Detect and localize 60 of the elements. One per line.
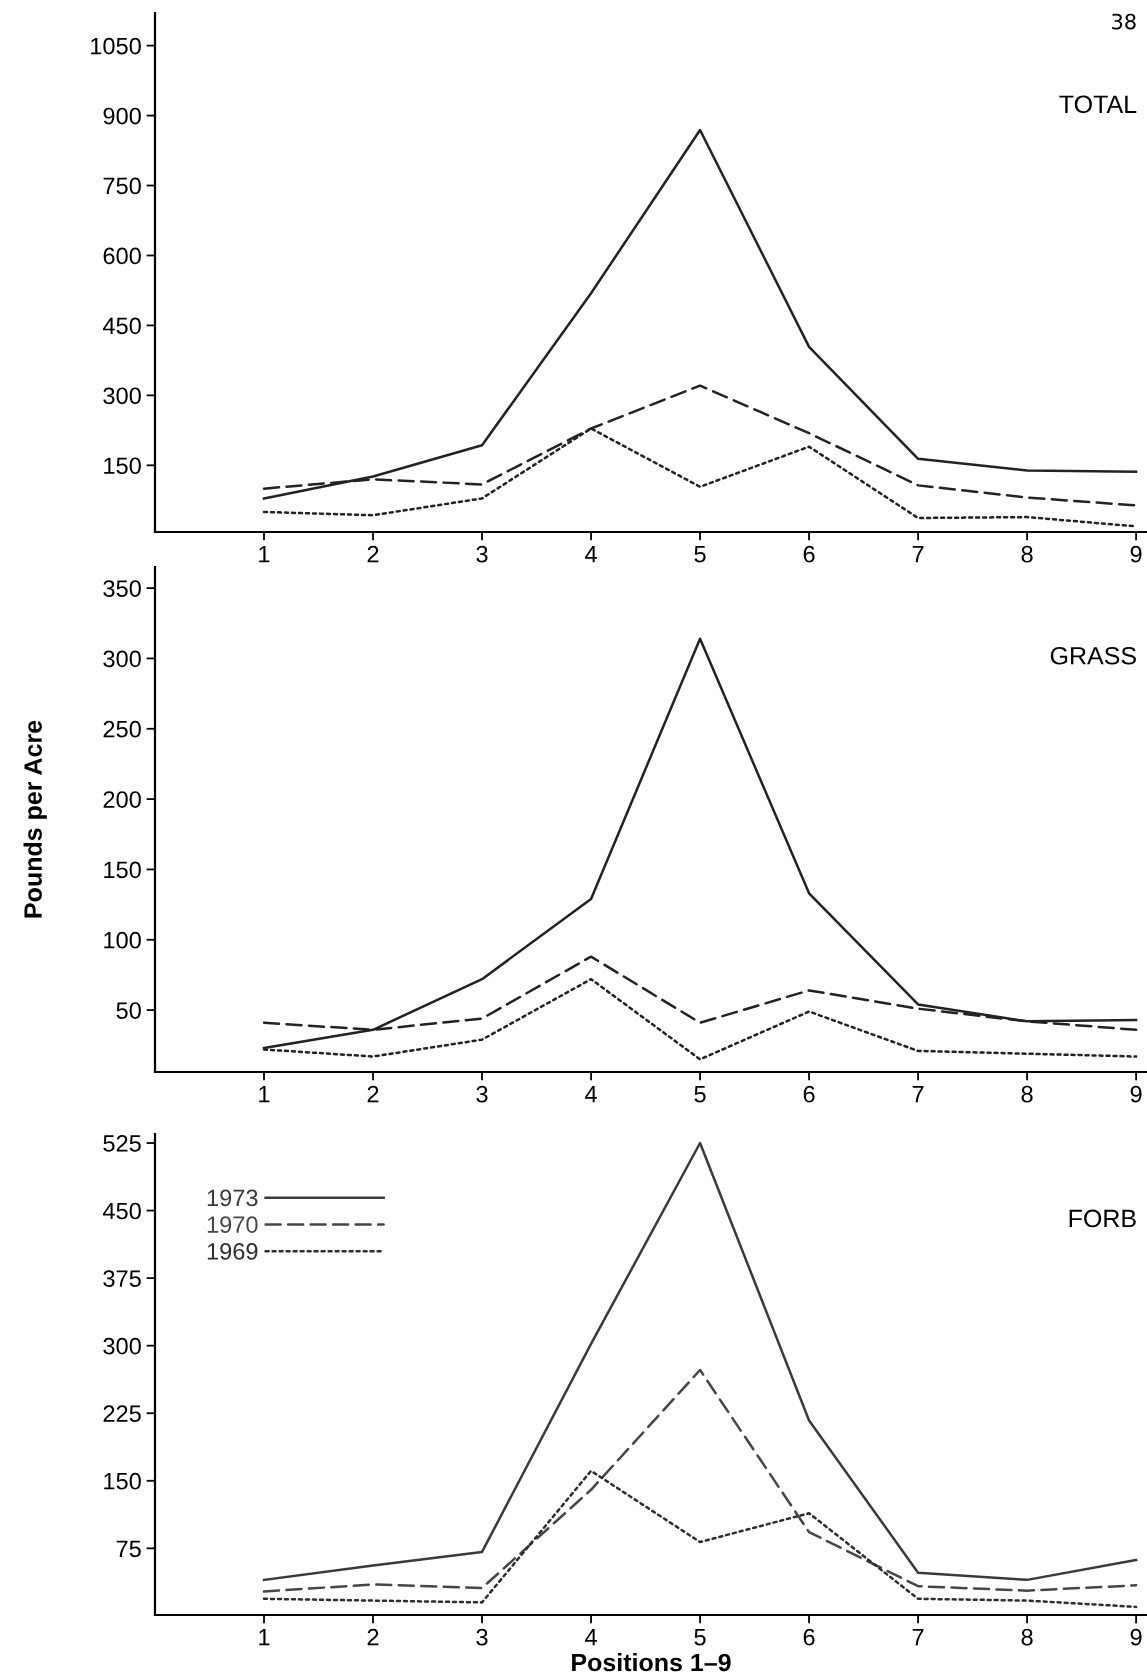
text: 1970 bbox=[207, 1216, 258, 1233]
x-tick-label: 5 bbox=[694, 1086, 706, 1103]
y-axis-title: Pounds per Acre bbox=[23, 720, 47, 918]
y-tick-label: 100 bbox=[104, 931, 141, 949]
x-tick-label: 6 bbox=[803, 1628, 815, 1646]
y-tick-label: 225 bbox=[103, 1405, 141, 1423]
text: 1973 bbox=[207, 1189, 258, 1207]
y-tick-label: 450 bbox=[102, 1202, 141, 1220]
x-tick-label: 7 bbox=[912, 1629, 924, 1646]
x-tick-label: 6 bbox=[803, 545, 815, 563]
x-tick-label: 4 bbox=[585, 1086, 597, 1103]
x-tick-label: 7 bbox=[912, 546, 924, 563]
line-series bbox=[262, 1368, 1138, 1593]
x-axis-title: Positions 1–9 bbox=[572, 1652, 731, 1672]
text: 1969 bbox=[207, 1243, 258, 1260]
text: FORB bbox=[1069, 1209, 1136, 1228]
y-tick-label: 200 bbox=[103, 791, 141, 808]
annotation: 38 bbox=[1112, 13, 1136, 30]
y-tick-label: 150 bbox=[104, 457, 141, 475]
x-tick-label: 2 bbox=[367, 1628, 379, 1646]
y-tick-label: 525 bbox=[103, 1135, 141, 1152]
y-tick-label: 350 bbox=[103, 580, 141, 597]
x-tick-label: 4 bbox=[585, 1629, 597, 1646]
x-tick-label: 6 bbox=[803, 1085, 815, 1103]
y-tick-label: 900 bbox=[103, 107, 141, 125]
x-tick-label: 7 bbox=[912, 1086, 924, 1103]
y-tick-label: 150 bbox=[104, 861, 141, 879]
text: GRASS bbox=[1050, 646, 1136, 665]
x-tick-label: 2 bbox=[367, 545, 379, 563]
x-tick-label: 8 bbox=[1021, 545, 1033, 563]
x-tick-label: 9 bbox=[1130, 545, 1142, 563]
x-tick-label: 9 bbox=[1130, 1628, 1142, 1646]
y-tick-label: 450 bbox=[102, 317, 141, 335]
x-tick-label: 5 bbox=[694, 1629, 706, 1646]
y-tick-label: 300 bbox=[103, 650, 141, 668]
y-tick-label: 250 bbox=[103, 720, 141, 738]
y-tick-label: 50 bbox=[116, 1002, 141, 1019]
y-tick-label: 375 bbox=[103, 1270, 141, 1287]
y-tick-label: 300 bbox=[103, 1337, 141, 1355]
y-tick-label: 750 bbox=[103, 177, 141, 195]
x-tick-label: 5 bbox=[694, 546, 706, 563]
y-tick-label: 75 bbox=[116, 1540, 141, 1558]
x-tick-label: 1 bbox=[259, 1629, 270, 1646]
x-tick-label: 9 bbox=[1130, 1085, 1142, 1103]
x-tick-label: 1 bbox=[259, 1086, 270, 1103]
y-tick-label: 300 bbox=[103, 387, 141, 405]
x-tick-label: 3 bbox=[476, 545, 488, 563]
y-tick-label: 1050 bbox=[91, 37, 141, 55]
y-tick-label: 600 bbox=[103, 247, 141, 265]
x-tick-label: 2 bbox=[367, 1085, 379, 1103]
line-series bbox=[262, 1141, 1138, 1582]
x-tick-label: 1 bbox=[259, 546, 270, 563]
x-tick-label: 8 bbox=[1021, 1085, 1033, 1103]
y-tick-label: 150 bbox=[104, 1472, 141, 1490]
x-tick-label: 4 bbox=[585, 546, 597, 563]
x-tick-label: 3 bbox=[476, 1628, 488, 1646]
line-series bbox=[262, 1469, 1138, 1609]
x-tick-label: 8 bbox=[1021, 1628, 1033, 1646]
text: TOTAL bbox=[1059, 95, 1137, 114]
x-tick-label: 3 bbox=[476, 1085, 488, 1103]
